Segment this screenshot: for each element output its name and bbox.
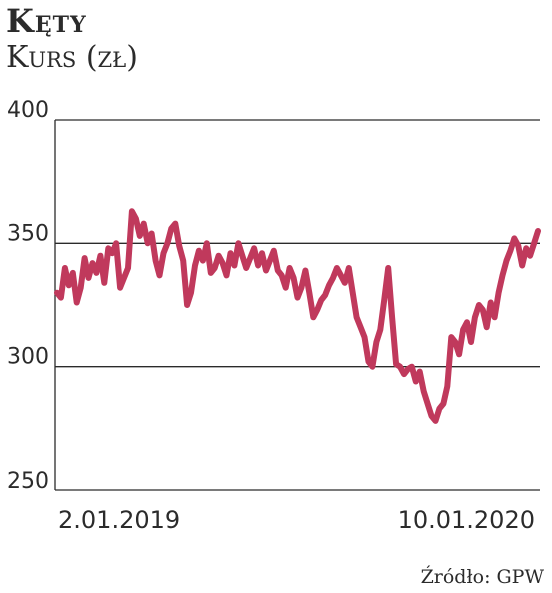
x-tick-label: 10.01.2020 — [398, 506, 535, 534]
y-tick-labels: 250 300 350 400 — [7, 98, 49, 494]
source-note: Źródło: GPW — [420, 566, 544, 588]
x-tick-labels: 2.01.2019 10.01.2020 — [58, 506, 535, 534]
x-tick-label: 2.01.2019 — [58, 506, 180, 534]
y-tick-label: 300 — [7, 345, 49, 370]
y-tick-label: 400 — [7, 98, 49, 123]
y-tick-label: 250 — [7, 469, 49, 494]
chart-subtitle: Kurs (zł) — [6, 40, 138, 75]
grid-lines — [55, 119, 540, 491]
chart-title: Kęty — [6, 2, 87, 40]
y-tick-label: 350 — [7, 221, 49, 246]
price-series-line — [54, 208, 541, 424]
